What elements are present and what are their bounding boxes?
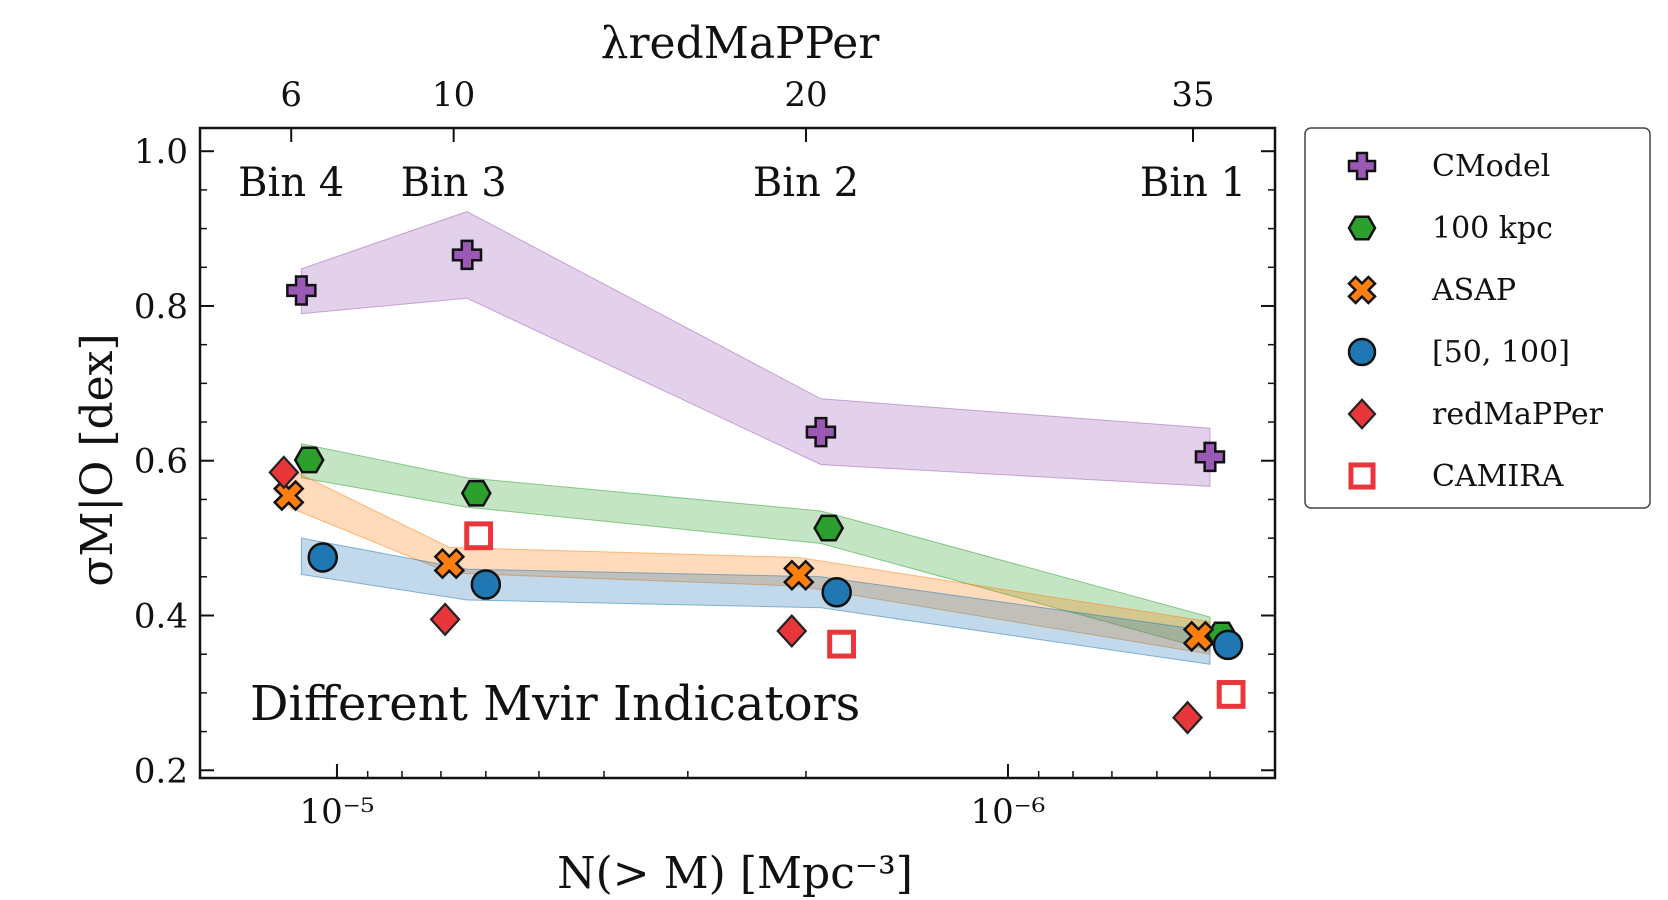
point-cmodel-0 xyxy=(286,275,317,306)
top-tick-label: 20 xyxy=(784,75,827,115)
point-50-100-1 xyxy=(470,569,502,600)
top-tick-label: 6 xyxy=(280,75,302,115)
legend-frame xyxy=(1304,127,1651,509)
plot-frame xyxy=(198,126,1277,780)
band-cmodel xyxy=(300,211,1211,487)
legend: CModel 100 kpc ASAP [50, 100] redMaPPer CAMIR… xyxy=(1304,127,1651,509)
y-tick-label: 0.6 xyxy=(134,442,188,482)
legend-label-cmodel: CModel xyxy=(1432,149,1550,184)
point-50-100-2 xyxy=(821,577,852,608)
top-tick-label: 10 xyxy=(432,75,475,115)
point-100-kpc-2 xyxy=(813,514,845,542)
bin-label: Bin 1 xyxy=(1140,160,1246,206)
point-asap-3 xyxy=(1182,620,1215,653)
point-redmapper-1 xyxy=(429,602,461,637)
bin-label: Bin 2 xyxy=(753,160,859,206)
point-100-kpc-1 xyxy=(460,479,492,507)
legend-label-redmapper: redMaPPer xyxy=(1432,397,1604,432)
band--50-100- xyxy=(300,537,1211,665)
y-tick-label: 0.4 xyxy=(134,597,188,637)
point-redmapper-0 xyxy=(268,455,300,490)
point-asap-0 xyxy=(272,479,305,512)
legend-marker-cmodel xyxy=(1347,151,1377,181)
point-camira-2 xyxy=(1216,680,1246,709)
error-bands xyxy=(288,211,1211,665)
legend-marker-redmapper xyxy=(1347,398,1377,430)
point-50-100-0 xyxy=(307,542,338,573)
legend-marker-camira xyxy=(1348,462,1376,490)
x-tick-label: 10⁻⁶ xyxy=(971,792,1046,832)
legend-label-100-kpc: 100 kpc xyxy=(1432,211,1553,246)
legend-marker-100-kpc xyxy=(1347,215,1377,241)
point-redmapper-3 xyxy=(1172,700,1204,735)
y-tick-label: 1.0 xyxy=(134,132,188,172)
point-asap-1 xyxy=(433,547,466,580)
axis-ticks: 0.2 0.4 0.6 0.8 1.0 10⁻⁵ 10⁻⁶ 6 10 20 35 xyxy=(134,75,1276,832)
y-axis-label: σM|O [dex] xyxy=(72,333,123,586)
annotation: Different Mvir Indicators xyxy=(250,676,860,732)
point-redmapper-2 xyxy=(776,613,808,649)
top-tick-label: 35 xyxy=(1171,75,1214,115)
legend-marker-50-100 xyxy=(1347,337,1377,367)
data-points xyxy=(268,239,1246,735)
point-cmodel-3 xyxy=(1194,441,1226,473)
top-axis-label: λredMaPPer xyxy=(601,18,881,69)
y-tick-label: 0.8 xyxy=(134,287,188,327)
bin-label: Bin 3 xyxy=(401,160,507,206)
y-tick-label: 0.2 xyxy=(134,751,188,791)
legend-label-camira: CAMIRA xyxy=(1432,459,1564,494)
point-cmodel-2 xyxy=(805,416,837,448)
point-asap-2 xyxy=(783,559,815,592)
x-axis-label: N(> M) [Mpc⁻³] xyxy=(557,848,913,899)
legend-label-50-100: [50, 100] xyxy=(1432,335,1570,370)
point-camira-1 xyxy=(827,629,856,659)
legend-label-asap: ASAP xyxy=(1431,273,1516,308)
point-50-100-3 xyxy=(1212,629,1244,661)
bin-labels: Bin 4 Bin 3 Bin 2 Bin 1 xyxy=(238,160,1246,206)
point-100-kpc-0 xyxy=(293,446,325,474)
point-camira-0 xyxy=(464,521,494,551)
legend-marker-asap xyxy=(1347,275,1377,305)
point-cmodel-1 xyxy=(451,239,483,271)
x-tick-label: 10⁻⁵ xyxy=(300,792,375,832)
bin-label: Bin 4 xyxy=(238,160,344,206)
